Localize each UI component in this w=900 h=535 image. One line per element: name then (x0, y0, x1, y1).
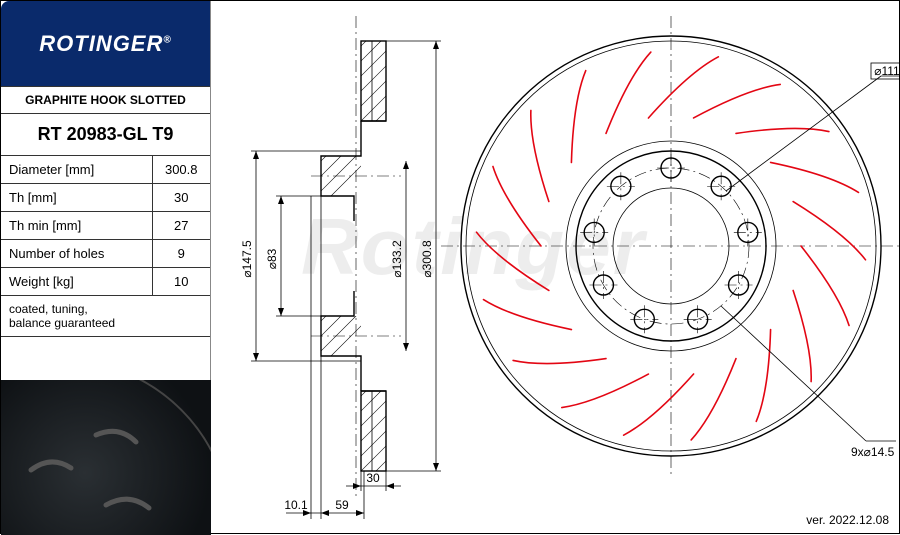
spec-value: 300.8 (152, 156, 210, 184)
technical-drawing: ⌀147.5 ⌀83 ⌀133.2 ⌀300.8 (211, 1, 900, 535)
svg-text:9x⌀14.5: 9x⌀14.5 (851, 445, 895, 459)
hook-slot (562, 374, 649, 408)
spec-table: Diameter [mm]300.8 Th [mm]30 Th min [mm]… (1, 156, 210, 296)
dim-thickness: 30 (346, 471, 401, 491)
hook-slot (606, 52, 651, 133)
product-line: GRAPHITE HOOK SLOTTED (1, 86, 210, 114)
dim-d133: ⌀133.2 (390, 161, 409, 351)
spec-note: coated, tuning, balance guaranteed (1, 296, 210, 337)
svg-text:⌀300.8: ⌀300.8 (420, 240, 434, 278)
hook-slot (648, 57, 718, 118)
spec-label: Diameter [mm] (1, 156, 152, 184)
hook-slot (771, 162, 859, 192)
drawing-svg: ⌀147.5 ⌀83 ⌀133.2 ⌀300.8 (211, 1, 900, 535)
hook-slot (691, 359, 736, 440)
spec-label: Weight [kg] (1, 268, 152, 296)
svg-text:30: 30 (366, 471, 380, 485)
front-view: ⌀111 9x⌀14.5 (441, 16, 900, 476)
svg-text:59: 59 (335, 498, 349, 512)
hook-slot (571, 71, 585, 163)
spec-value: 27 (152, 212, 210, 240)
hook-slot (513, 359, 606, 364)
hook-slot (694, 84, 781, 118)
brand-name: ROTINGER (39, 31, 163, 56)
table-row: Th min [mm]27 (1, 212, 210, 240)
hook-slot (531, 110, 549, 201)
part-number: RT 20983-GL T9 (1, 114, 210, 156)
section-view: ⌀147.5 ⌀83 ⌀133.2 ⌀300.8 (240, 11, 441, 519)
registered-mark: ® (163, 34, 171, 45)
hook-slot (793, 290, 811, 381)
hook-slot (624, 374, 694, 435)
svg-text:⌀111: ⌀111 (874, 64, 900, 78)
dim-pcd: ⌀111 (726, 63, 900, 191)
hook-slot (736, 128, 829, 133)
table-row: Number of holes9 (1, 240, 210, 268)
svg-text:10.1: 10.1 (284, 498, 308, 512)
spec-label: Th min [mm] (1, 212, 152, 240)
svg-text:⌀83: ⌀83 (265, 248, 279, 269)
table-row: Diameter [mm]300.8 (1, 156, 210, 184)
hook-slot (493, 166, 541, 246)
dim-offset: 10.1 (284, 196, 321, 519)
dim-d83: ⌀83 (265, 196, 321, 316)
brand-logo: ROTINGER® (1, 1, 210, 86)
svg-text:⌀147.5: ⌀147.5 (240, 240, 254, 278)
version-label: ver. 2022.12.08 (806, 513, 889, 527)
svg-text:⌀133.2: ⌀133.2 (390, 240, 404, 278)
spec-panel: ROTINGER® GRAPHITE HOOK SLOTTED RT 20983… (1, 1, 211, 535)
spec-label: Number of holes (1, 240, 152, 268)
spec-label: Th [mm] (1, 184, 152, 212)
hook-slot (483, 300, 571, 330)
product-photo (1, 380, 211, 535)
dim-flange: 59 (321, 356, 364, 519)
hook-slot (756, 330, 770, 422)
table-row: Weight [kg]10 (1, 268, 210, 296)
spec-value: 10 (152, 268, 210, 296)
spec-value: 9 (152, 240, 210, 268)
table-row: Th [mm]30 (1, 184, 210, 212)
spec-value: 30 (152, 184, 210, 212)
hook-slot (801, 246, 849, 326)
